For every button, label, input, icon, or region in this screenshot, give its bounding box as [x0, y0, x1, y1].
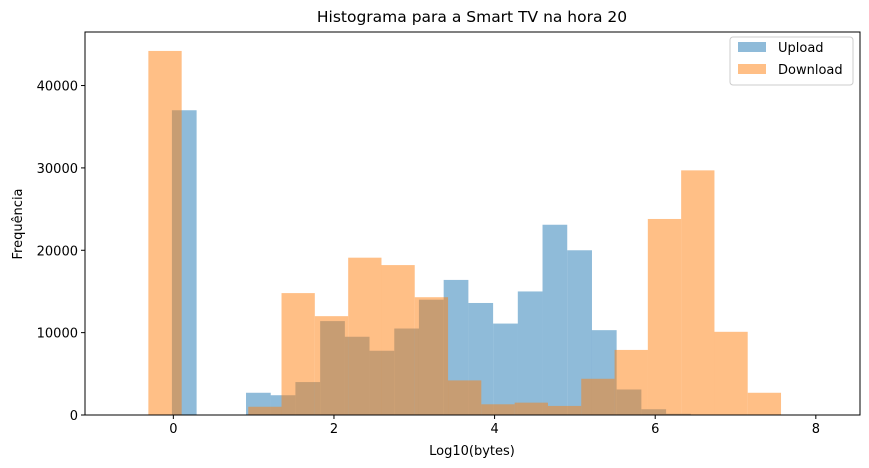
download-bar-11	[547, 405, 582, 415]
upload-bar-12	[517, 291, 543, 415]
download-bar-13	[614, 349, 648, 415]
legend-swatch-upload	[738, 42, 766, 52]
x-tick-label: 2	[330, 422, 338, 437]
legend-swatch-download	[738, 64, 766, 74]
download-bar-5	[348, 257, 382, 415]
x-tick-label: 0	[169, 422, 177, 437]
legend-label-upload: Upload	[778, 41, 824, 56]
legend: Upload Download	[729, 36, 854, 86]
download-bar-9	[481, 404, 515, 415]
legend-label-download: Download	[778, 63, 843, 78]
download-bar-4	[314, 316, 349, 415]
x-tick-label: 6	[651, 422, 659, 437]
y-axis-label: Frequência	[11, 188, 26, 259]
download-bar-14	[647, 218, 682, 415]
download-bar-17	[747, 392, 782, 415]
chart-title: Histograma para a Smart TV na hora 20	[317, 8, 627, 26]
download-bar-12	[581, 378, 615, 415]
y-tick-label: 10000	[37, 327, 78, 342]
y-tick-label: 40000	[37, 80, 78, 95]
download-bars	[148, 50, 782, 415]
download-bar-3	[281, 293, 315, 415]
download-bar-16	[714, 331, 748, 415]
y-tick-label: 0	[70, 409, 78, 424]
download-bar-8	[448, 380, 482, 415]
x-tick-label: 4	[490, 422, 498, 437]
x-axis: 0 2 4 6 8	[169, 415, 820, 437]
plot-area-frame	[84, 31, 861, 416]
y-tick-label: 20000	[37, 244, 78, 259]
download-bar-0	[148, 50, 182, 415]
download-bar-15	[681, 170, 715, 415]
upload-bar-11	[493, 323, 518, 415]
download-bar-6	[381, 265, 415, 415]
y-tick-label: 30000	[37, 162, 78, 177]
download-bar-2	[248, 406, 282, 415]
x-tick-label: 8	[812, 422, 820, 437]
download-bar-10	[514, 402, 548, 415]
download-bar-7	[414, 297, 449, 415]
x-axis-label: Log10(bytes)	[429, 444, 515, 459]
upload-bar-13	[542, 224, 568, 415]
y-axis: 0 10000 20000 30000 40000	[37, 80, 85, 424]
